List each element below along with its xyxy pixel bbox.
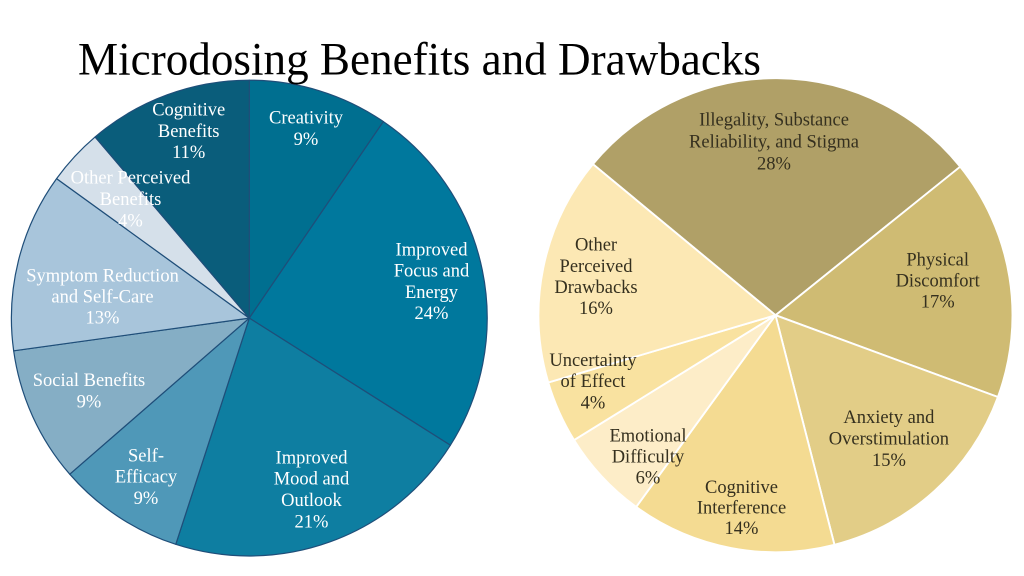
svg-text:Microdosing Benefits and Drawb: Microdosing Benefits and Drawbacks bbox=[78, 35, 761, 86]
